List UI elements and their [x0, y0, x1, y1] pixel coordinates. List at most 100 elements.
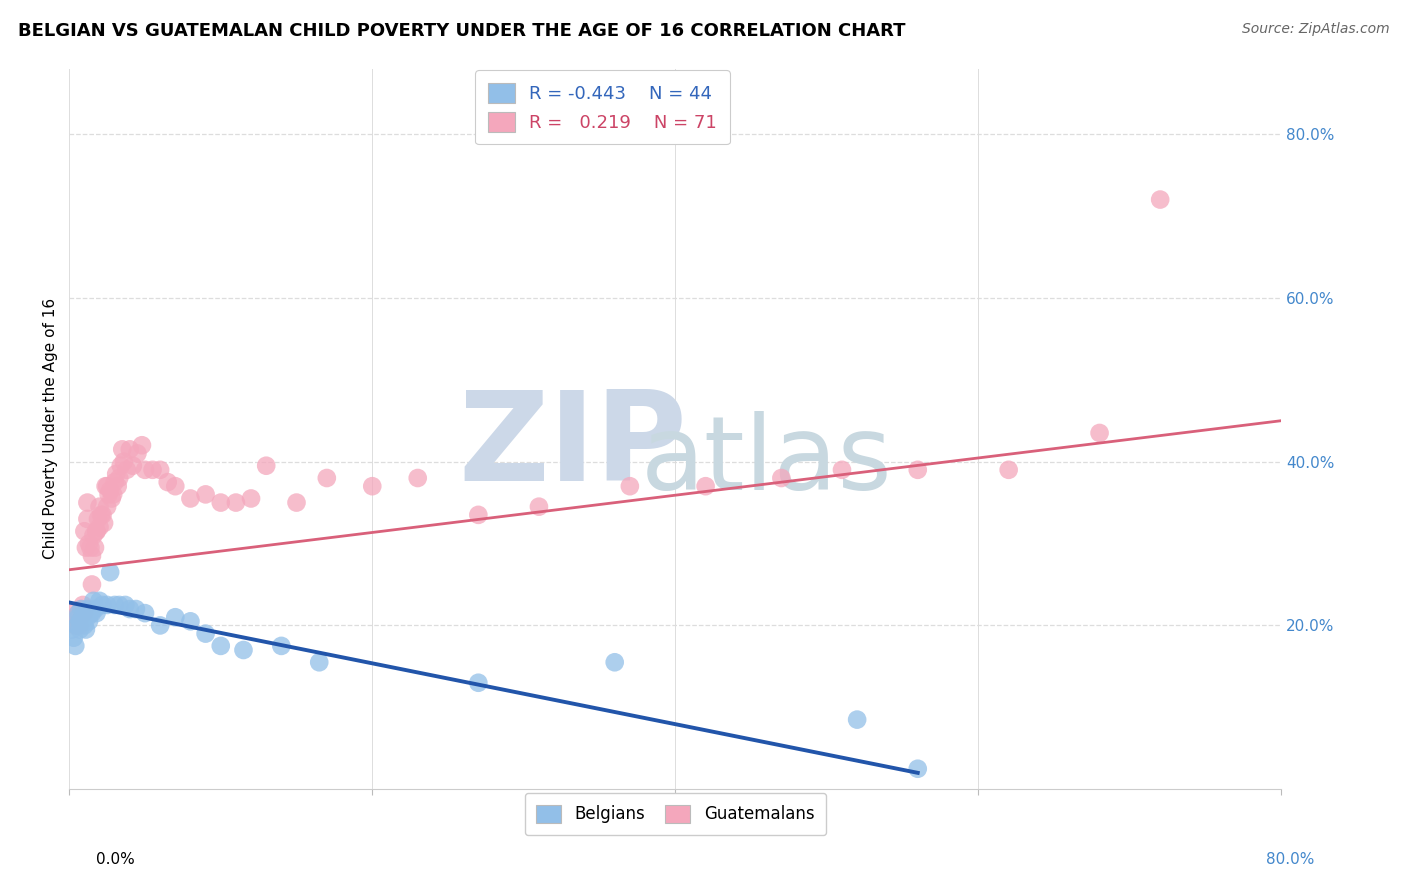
Point	[194, 626, 217, 640]
Point	[110, 458, 132, 473]
Point	[69, 615, 91, 629]
Point	[69, 623, 91, 637]
Point	[86, 524, 108, 539]
Point	[80, 606, 103, 620]
Point	[118, 442, 141, 457]
Point	[86, 524, 108, 539]
Point	[60, 623, 83, 637]
Point	[72, 598, 94, 612]
Point	[108, 471, 131, 485]
Point	[270, 639, 292, 653]
Point	[254, 458, 277, 473]
Point	[66, 618, 89, 632]
Point	[209, 495, 232, 509]
Point	[96, 500, 118, 514]
Point	[91, 598, 114, 612]
Point	[831, 463, 853, 477]
Point	[285, 495, 308, 509]
Point	[73, 618, 96, 632]
Text: Source: ZipAtlas.com: Source: ZipAtlas.com	[1241, 22, 1389, 37]
Point	[73, 524, 96, 539]
Point	[118, 602, 141, 616]
Point	[695, 479, 717, 493]
Point	[619, 479, 641, 493]
Point	[142, 463, 165, 477]
Point	[82, 594, 104, 608]
Point	[84, 602, 107, 616]
Point	[997, 463, 1019, 477]
Text: BELGIAN VS GUATEMALAN CHILD POVERTY UNDER THE AGE OF 16 CORRELATION CHART: BELGIAN VS GUATEMALAN CHILD POVERTY UNDE…	[18, 22, 905, 40]
Point	[65, 639, 87, 653]
Point	[105, 467, 128, 481]
Point	[467, 675, 489, 690]
Point	[80, 577, 103, 591]
Point	[149, 618, 172, 632]
Text: 80.0%: 80.0%	[1267, 852, 1315, 867]
Point	[65, 618, 87, 632]
Point	[527, 500, 550, 514]
Point	[315, 471, 337, 485]
Point	[70, 615, 93, 629]
Point	[100, 491, 122, 506]
Y-axis label: Child Poverty Under the Age of 16: Child Poverty Under the Age of 16	[44, 298, 58, 559]
Point	[77, 615, 100, 629]
Legend: Belgians, Guatemalans: Belgians, Guatemalans	[524, 793, 825, 835]
Point	[846, 713, 869, 727]
Point	[79, 606, 101, 620]
Point	[156, 475, 179, 489]
Point	[96, 479, 118, 493]
Text: ZIP: ZIP	[458, 386, 686, 508]
Point	[69, 618, 91, 632]
Text: 0.0%: 0.0%	[96, 852, 135, 867]
Point	[98, 565, 121, 579]
Point	[91, 508, 114, 522]
Point	[308, 655, 330, 669]
Point	[97, 487, 120, 501]
Point	[149, 463, 172, 477]
Point	[112, 455, 135, 469]
Point	[70, 602, 93, 616]
Point	[122, 458, 145, 473]
Point	[165, 479, 187, 493]
Point	[209, 639, 232, 653]
Point	[76, 512, 98, 526]
Point	[89, 520, 111, 534]
Point	[73, 606, 96, 620]
Point	[72, 610, 94, 624]
Point	[70, 602, 93, 616]
Point	[361, 479, 384, 493]
Point	[90, 508, 112, 522]
Point	[179, 615, 201, 629]
Point	[76, 610, 98, 624]
Point	[62, 631, 84, 645]
Point	[165, 610, 187, 624]
Point	[134, 606, 156, 620]
Point	[67, 610, 90, 624]
Point	[66, 618, 89, 632]
Point	[86, 606, 108, 620]
Point	[1149, 193, 1171, 207]
Point	[179, 491, 201, 506]
Point	[104, 598, 127, 612]
Point	[87, 512, 110, 526]
Point	[62, 610, 84, 624]
Point	[125, 602, 148, 616]
Point	[603, 655, 626, 669]
Point	[101, 487, 124, 501]
Point	[107, 479, 129, 493]
Point	[770, 471, 793, 485]
Point	[108, 598, 131, 612]
Point	[76, 495, 98, 509]
Point	[240, 491, 263, 506]
Point	[77, 536, 100, 550]
Point	[82, 528, 104, 542]
Point	[1088, 425, 1111, 440]
Point	[60, 606, 83, 620]
Point	[225, 495, 247, 509]
Point	[67, 606, 90, 620]
Point	[76, 602, 98, 616]
Point	[406, 471, 429, 485]
Point	[467, 508, 489, 522]
Point	[134, 463, 156, 477]
Point	[127, 446, 149, 460]
